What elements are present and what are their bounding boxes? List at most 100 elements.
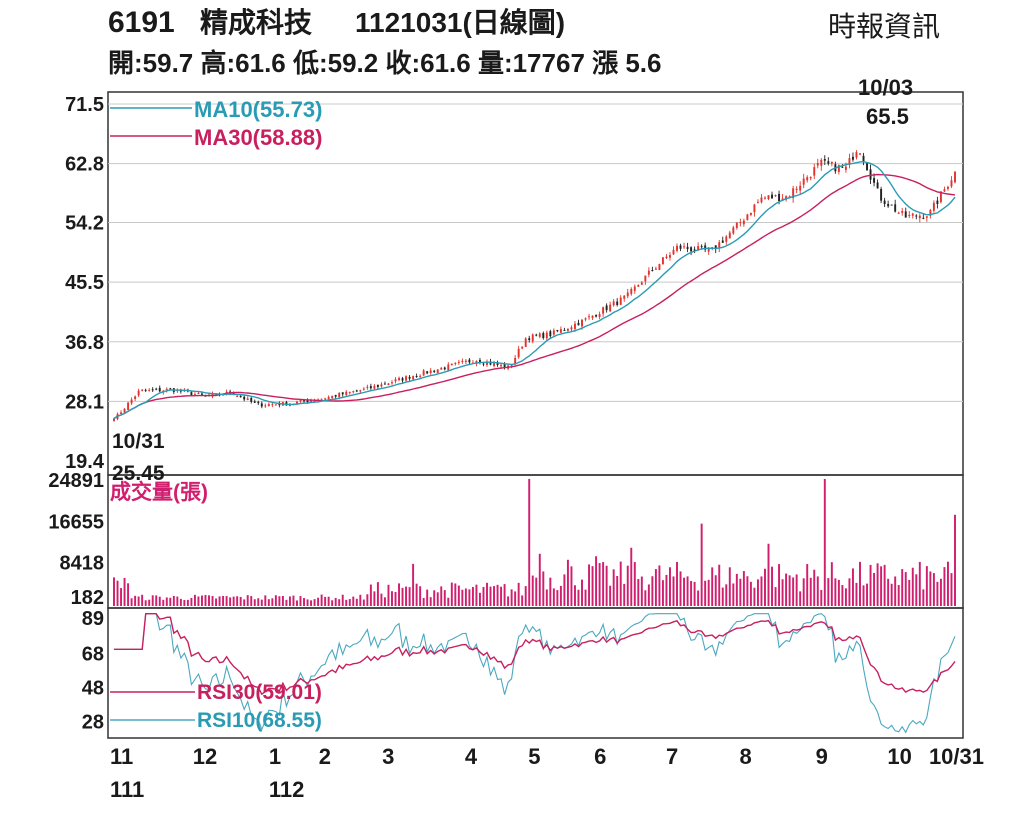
volume-bar — [922, 589, 925, 606]
rsi30-legend-label: RSI30(59.01) — [197, 681, 322, 704]
volume-bar — [186, 599, 189, 606]
candle-body — [647, 270, 650, 275]
candle-body — [482, 363, 485, 365]
candle-body — [461, 360, 464, 362]
volume-bar — [306, 599, 309, 606]
candle-body — [303, 400, 305, 402]
volume-bar — [707, 579, 710, 606]
volume-bar — [369, 584, 372, 606]
candle-body — [837, 165, 840, 172]
candle-body — [644, 275, 647, 282]
candle-body — [169, 388, 172, 390]
volume-bar — [201, 595, 203, 606]
candle-body — [859, 153, 861, 155]
volume-bar — [559, 585, 562, 606]
candle-body — [408, 376, 411, 379]
volume-bar — [841, 585, 844, 606]
volume-bar — [482, 587, 485, 606]
month-label: 10/31 — [929, 744, 984, 769]
candle-body — [528, 338, 531, 341]
volume-bar — [130, 598, 133, 606]
panel-frames — [107, 91, 964, 739]
candle-body — [436, 369, 439, 373]
volume-bar — [936, 581, 939, 606]
volume-bar — [510, 589, 513, 606]
candle-body — [313, 400, 316, 402]
volume-bar — [457, 585, 460, 606]
candle-body — [320, 398, 323, 400]
volume-bar — [331, 600, 334, 606]
volume-bar — [327, 596, 330, 606]
candle-body — [563, 329, 566, 331]
candle-body — [500, 364, 503, 367]
candle-body — [123, 408, 126, 413]
volume-y-tick: 182 — [71, 587, 104, 609]
candle-body — [559, 329, 562, 333]
candle-body — [493, 362, 496, 366]
candle-body — [144, 389, 147, 391]
candle-body — [602, 307, 605, 314]
volume-bar — [566, 559, 569, 606]
volume-bar — [950, 573, 953, 606]
candle-body — [679, 245, 682, 249]
candle-body — [355, 390, 358, 392]
candle-body — [299, 400, 302, 402]
candle-body — [405, 376, 408, 381]
candle-body — [591, 315, 594, 318]
volume-bar — [204, 594, 207, 606]
month-label: 7 — [666, 744, 678, 769]
volume-bar — [714, 575, 717, 606]
candle-body — [127, 402, 130, 410]
volume-bar — [471, 586, 474, 606]
volume-bar — [345, 599, 348, 606]
volume-bar — [366, 594, 369, 606]
candle-body — [950, 180, 953, 187]
candle-body — [880, 189, 883, 201]
volume-bar — [165, 597, 168, 606]
candle-body — [640, 282, 643, 285]
candle-body — [767, 195, 770, 200]
candle-body — [338, 393, 341, 398]
volume-bar — [844, 588, 847, 606]
volume-bar — [809, 577, 812, 606]
candle-body — [521, 346, 524, 349]
volume-bar — [461, 589, 464, 606]
volume-bar — [901, 569, 904, 606]
volume-bar — [591, 566, 594, 606]
volume-bar — [943, 567, 946, 606]
candle-body — [616, 301, 619, 305]
volume-bar — [633, 562, 636, 606]
candle-body — [725, 236, 728, 242]
volume-bar — [612, 569, 615, 606]
price-legend: MA10(55.73) MA30(58.88) — [110, 97, 322, 150]
candle-body — [327, 396, 330, 400]
volume-bar — [728, 567, 731, 606]
month-label: 9 — [816, 744, 828, 769]
volume-bar — [208, 595, 210, 606]
volume-bar — [478, 592, 481, 606]
candle-body — [412, 376, 415, 380]
volume-bar — [334, 597, 337, 606]
candle-body — [310, 400, 313, 402]
candle-body — [595, 314, 598, 317]
volume-bar — [447, 597, 450, 606]
volume-bar — [669, 567, 671, 606]
title-code: 6191 — [108, 6, 175, 39]
rsi30-line — [114, 613, 956, 696]
volume-bar — [222, 595, 225, 606]
volume-bar — [169, 597, 172, 606]
volume-bar — [742, 571, 745, 606]
candle-body — [704, 245, 707, 250]
volume-bar — [679, 571, 682, 606]
volume-bar — [179, 598, 182, 606]
candle-body — [419, 375, 422, 377]
volume-bar — [581, 579, 583, 606]
volume-bar — [690, 580, 693, 606]
volume-bar — [292, 595, 295, 606]
candle-body — [749, 212, 752, 215]
candle-body — [545, 332, 548, 339]
volume-bar — [310, 600, 313, 606]
candle-body — [250, 397, 253, 402]
volume-bar — [303, 598, 305, 606]
candle-body — [809, 177, 812, 179]
